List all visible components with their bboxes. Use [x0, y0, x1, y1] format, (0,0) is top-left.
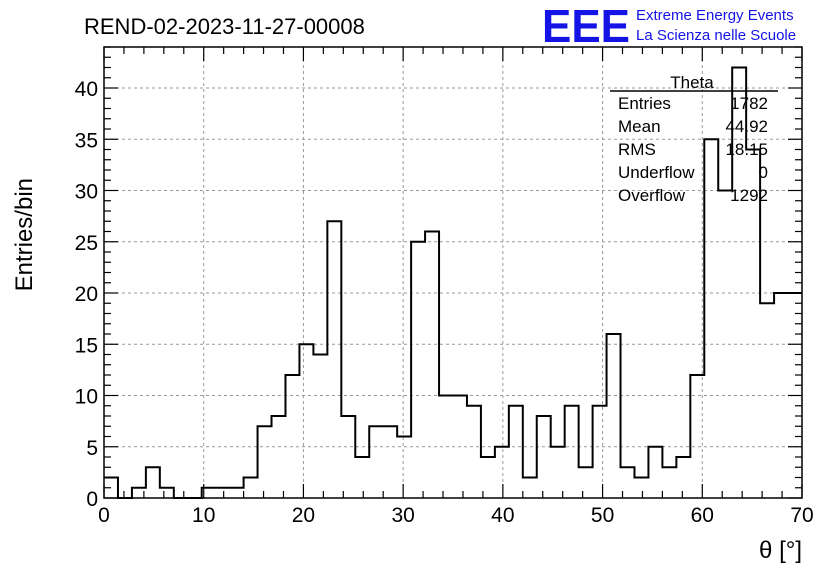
- histogram-bin: [146, 467, 160, 498]
- histogram-bin: [662, 467, 676, 498]
- stats-value: 1782: [730, 94, 768, 113]
- histogram-bin: [704, 139, 718, 498]
- stats-rows: Entries 1782 Mean 44.92 RMS 18.15 Underflow 0 Ov…: [618, 94, 768, 205]
- y-tick-labels: 0 5 10 15 20 25 30 35 40: [75, 78, 98, 511]
- stats-value: 18.15: [725, 140, 768, 159]
- histogram-bin: [760, 303, 774, 498]
- histogram-bin: [593, 406, 607, 498]
- histogram-bin: [495, 447, 509, 498]
- histogram-bin: [565, 406, 579, 498]
- histogram-bin: [258, 426, 272, 498]
- x-tick-labels: 0 10 20 30 40 50 60 70: [98, 504, 814, 527]
- x-tick-label: 40: [491, 504, 514, 527]
- x-tick-label: 0: [98, 504, 110, 527]
- histogram-bin: [160, 488, 174, 498]
- histogram-bin: [648, 447, 662, 498]
- stats-label: Underflow: [618, 163, 695, 182]
- y-tick-label: 10: [75, 386, 98, 409]
- histogram-bin: [676, 457, 690, 498]
- histogram-bin: [299, 344, 313, 498]
- histogram-bin: [397, 437, 411, 499]
- histogram-bin: [285, 375, 299, 498]
- logo-line-2: La Scienza nelle Scuole: [636, 27, 796, 44]
- stats-title: Theta: [670, 73, 714, 92]
- eee-logo: EEE Extreme Energy Events La Scienza nel…: [542, 0, 796, 52]
- histogram-outline: [104, 66, 802, 499]
- histogram-bin: [523, 478, 537, 499]
- stats-label: Entries: [618, 94, 671, 113]
- histogram-bin: [313, 355, 327, 499]
- y-tick-label: 0: [86, 488, 98, 511]
- logo-line-1: Extreme Energy Events: [636, 7, 794, 24]
- stats-value: 1292: [730, 186, 768, 205]
- x-tick-label: 30: [391, 504, 414, 527]
- x-tick-label: 50: [591, 504, 614, 527]
- x-tick-label: 60: [691, 504, 714, 527]
- stats-value: 0: [759, 163, 768, 182]
- histogram-bin: [355, 457, 369, 498]
- histogram-bin: [383, 426, 397, 498]
- grid-lines: [104, 47, 802, 498]
- x-tick-label: 20: [292, 504, 315, 527]
- stats-label: RMS: [618, 140, 656, 159]
- histogram-bin: [369, 426, 383, 498]
- axis-ticks: [103, 46, 803, 499]
- histogram-bin: [509, 406, 523, 498]
- histogram-bin: [634, 478, 648, 499]
- eee-logo-mark: EEE: [542, 0, 630, 52]
- chart-title: REND-02-2023-11-27-00008: [84, 14, 365, 39]
- histogram-bin: [467, 406, 481, 498]
- histogram-bins: [104, 68, 802, 499]
- y-tick-label: 25: [75, 232, 98, 255]
- y-tick-label: 40: [75, 78, 98, 101]
- stats-label: Overflow: [618, 186, 686, 205]
- y-tick-label: 15: [75, 334, 98, 357]
- x-tick-label: 70: [790, 504, 813, 527]
- histogram-bin: [244, 478, 258, 499]
- histogram-bin: [411, 242, 425, 498]
- histogram-bin: [537, 416, 551, 498]
- stats-value: 44.92: [725, 117, 768, 136]
- y-tick-label: 20: [75, 283, 98, 306]
- y-tick-label: 35: [75, 129, 98, 152]
- histogram-bin: [327, 221, 341, 498]
- histogram-bin: [607, 334, 621, 498]
- stats-box: Theta Entries 1782 Mean 44.92 RMS 18.15 Underf…: [610, 73, 778, 205]
- histogram-bin: [425, 232, 439, 499]
- plot-frame: [103, 46, 803, 499]
- stats-label: Mean: [618, 117, 661, 136]
- y-tick-label: 5: [86, 437, 98, 460]
- histogram-bin: [551, 447, 565, 498]
- histogram-bin: [341, 416, 355, 498]
- x-tick-label: 10: [192, 504, 215, 527]
- x-axis-label: θ [°]: [759, 537, 802, 564]
- y-tick-label: 30: [75, 181, 98, 204]
- histogram-bin: [216, 488, 230, 498]
- y-axis-label: Entries/bin: [11, 178, 38, 291]
- histogram-bin: [272, 416, 286, 498]
- histogram-bin: [230, 488, 244, 498]
- histogram-bin: [579, 467, 593, 498]
